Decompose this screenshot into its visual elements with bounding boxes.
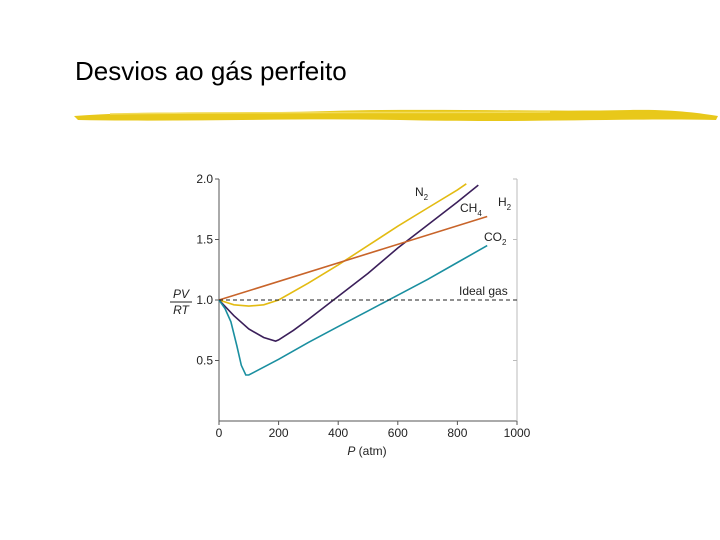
x-tick-label: 400 [328, 426, 348, 440]
labels-layer: N2 CH4 H2 CO2 Ideal gas [415, 185, 512, 298]
series-line-ch4 [218, 184, 479, 342]
y-axis-label-denominator: RT [173, 303, 190, 317]
axes: 0 200 400 600 800 1000 0.5 1.0 1.5 2.0 [196, 172, 530, 440]
series-label-n2: N2 [415, 185, 429, 202]
x-axis-label-var: P [347, 444, 355, 458]
x-tick-label: 600 [388, 426, 408, 440]
x-axis-label-unit: (atm) [355, 444, 386, 458]
series-label-ideal: Ideal gas [459, 284, 508, 298]
series-line-n2 [218, 183, 467, 307]
x-tick-label: 800 [447, 426, 467, 440]
series-layer [218, 183, 517, 376]
series-line-h2 [218, 215, 488, 301]
slide-title: Desvios ao gás perfeito [75, 56, 347, 86]
y-axis-label-numerator: PV [173, 287, 190, 301]
x-tick-label: 1000 [504, 426, 531, 440]
x-tick-label: 200 [269, 426, 289, 440]
y-tick-label: 0.5 [196, 354, 213, 368]
y-tick-label: 2.0 [196, 172, 213, 186]
title-underline [74, 109, 718, 121]
series-label-h2: H2 [498, 195, 512, 212]
y-tick-label: 1.0 [196, 293, 213, 307]
series-label-ch4: CH4 [460, 201, 482, 218]
series-line-co2 [218, 244, 488, 376]
y-tick-label: 1.5 [196, 233, 213, 247]
y-axis-label: PV RT [170, 287, 192, 317]
series-label-co2: CO2 [484, 230, 507, 247]
x-tick-label: 0 [216, 426, 223, 440]
x-axis-label: P (atm) [347, 444, 386, 458]
